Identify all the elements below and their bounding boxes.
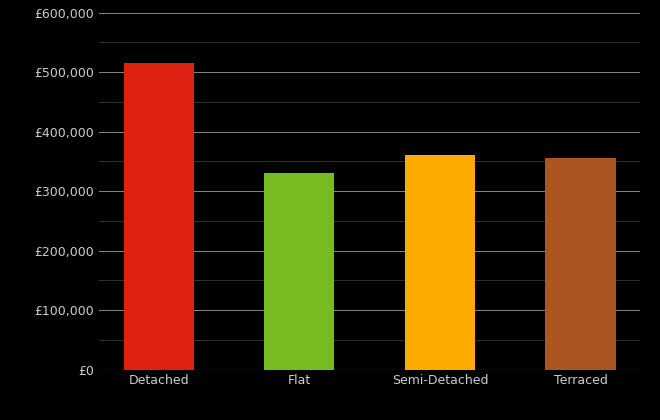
Bar bbox=[123, 63, 194, 370]
Bar bbox=[264, 173, 335, 370]
Bar bbox=[405, 155, 475, 370]
Bar bbox=[545, 158, 616, 370]
